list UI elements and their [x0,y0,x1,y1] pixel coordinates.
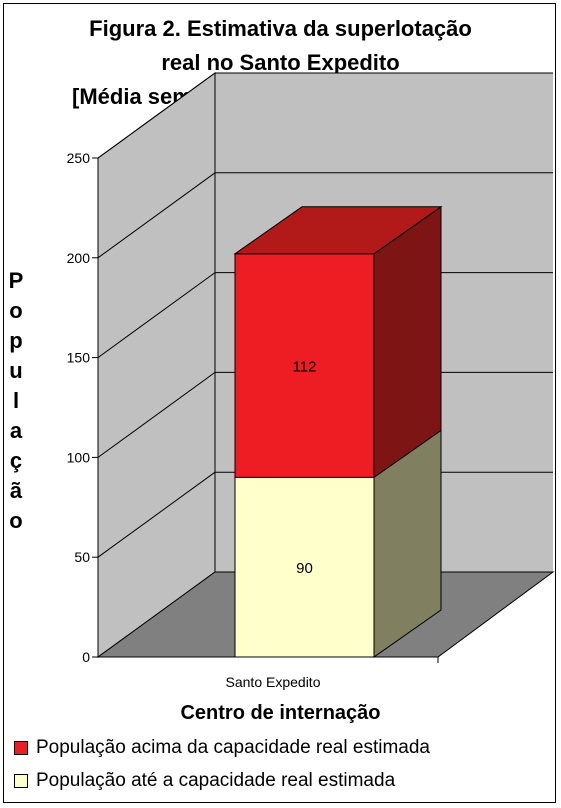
y-axis-label-char: ã [9,478,23,503]
data-label: 112 [293,359,317,376]
gridline [97,72,216,159]
bar-segment-front [234,253,375,478]
gridline [97,371,216,458]
data-label: 90 [296,560,313,577]
y-tick-label: 150 [67,350,91,366]
y-axis-label-char: a [9,418,23,443]
x-axis-title: Centro de internação [180,702,381,724]
y-axis-label-char: p [9,328,23,353]
y-axis-label-char: ç [9,448,23,473]
gridline [97,272,216,359]
y-axis-label-char: o [9,298,23,323]
y-axis-label-char: P [8,268,24,293]
bar-segment-front [234,476,375,658]
gridline [97,172,216,259]
x-tick-label: Santo Expedito [226,674,321,690]
bar-segment-top [233,206,443,255]
gridline [97,471,216,558]
y-tick-label: 100 [67,449,91,465]
legend-item-above-capacity: População acima da capacidade real estim… [14,735,430,761]
y-tick-label: 200 [67,250,91,266]
y-axis-label-char: o [9,508,23,533]
y-tick-label: 50 [74,549,90,565]
bar-segment-side [373,205,442,479]
legend-swatch-red [14,741,28,755]
y-axis-label-char: u [9,358,23,383]
legend-label: População acima da capacidade real estim… [36,737,430,758]
chart-title-line-2: real no Santo Expedito [161,50,400,75]
y-tick-label: 250 [67,150,91,166]
chart-title-line-1: Figura 2. Estimativa da superlotação [89,16,472,41]
legend-swatch-cream [14,774,28,788]
y-tick-label: 0 [82,649,90,665]
legend-item-within-capacity: População até a capacidade real estimada [14,768,395,794]
side-wall [97,72,216,658]
y-axis-label-char: l [12,388,20,413]
legend-label: População até a capacidade real estimada [36,770,396,791]
